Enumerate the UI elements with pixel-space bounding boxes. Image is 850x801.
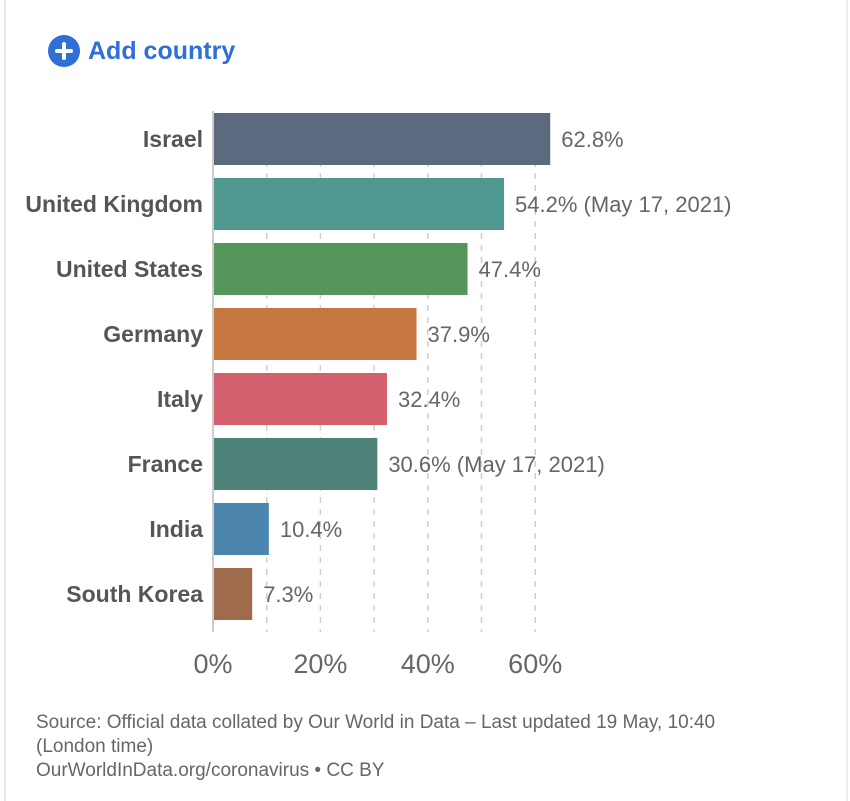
bar-united-kingdom[interactable] (213, 178, 505, 230)
data-label: 37.9% (428, 322, 490, 347)
bar-india[interactable] (213, 503, 269, 555)
x-tick-label: 20% (293, 649, 347, 679)
data-label: 30.6% (May 17, 2021) (388, 452, 604, 477)
data-label: 10.4% (280, 517, 342, 542)
source-text: Source: Official data collated by Our Wo… (36, 712, 716, 757)
data-label: 54.2% (May 17, 2021) (515, 192, 731, 217)
category-label: United States (56, 256, 203, 282)
data-label: 7.3% (263, 582, 313, 607)
category-label: South Korea (66, 581, 203, 607)
category-label: Israel (143, 126, 203, 152)
x-tick-label: 40% (401, 649, 455, 679)
bar-france[interactable] (213, 438, 378, 490)
bar-israel[interactable] (213, 113, 551, 165)
bar-italy[interactable] (213, 373, 387, 425)
x-tick-label: 0% (193, 649, 232, 679)
category-label: Italy (157, 386, 203, 412)
data-label: 32.4% (398, 387, 460, 412)
bar-chart: Israel 62.8% United Kingdom 54.2% (May 17, … (25, 111, 732, 679)
category-label: United Kingdom (25, 191, 203, 217)
source-note: Source: Official data collated by Our Wo… (36, 711, 756, 783)
category-label: India (149, 516, 203, 542)
bar-germany[interactable] (213, 308, 417, 360)
category-label: Germany (103, 321, 203, 347)
bar-south-korea[interactable] (213, 568, 253, 620)
bar-united-states[interactable] (213, 243, 468, 295)
data-label: 47.4% (479, 257, 541, 282)
frame-border-right (846, 0, 848, 801)
add-country-button[interactable]: Add country (48, 35, 235, 67)
frame-border (4, 0, 6, 801)
category-label: France (128, 451, 203, 477)
x-tick-label: 60% (508, 649, 562, 679)
add-country-label: Add country (88, 36, 236, 65)
data-label: 62.8% (561, 127, 623, 152)
source-link[interactable]: OurWorldInData.org/coronavirus • CC BY (36, 760, 385, 781)
plus-circle-icon (48, 35, 80, 67)
